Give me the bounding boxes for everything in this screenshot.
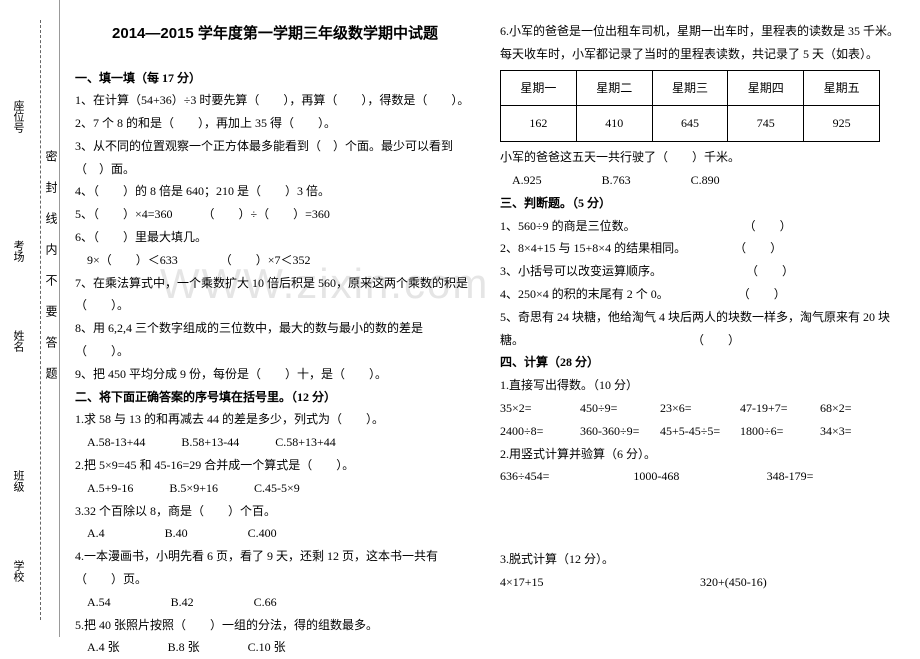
s2-q3: 3.32 个百除以 8，商是（ ）个百。 (75, 500, 475, 523)
calc: 35×2= (500, 397, 580, 420)
left-column: 2014—2015 学年度第一学期三年级数学期中试题 一、填一填（每 17 分）… (75, 20, 475, 659)
s2-q6-after: 小军的爸爸这五天一共行驶了（ ）千米。 (500, 146, 900, 169)
label-class: 班级 (10, 470, 26, 492)
s1-q9: 9、把 450 平均分成 9 份，每份是（ ）十，是（ ）。 (75, 363, 475, 386)
td-fri: 925 (804, 106, 880, 142)
s2-q6: 6.小军的爸爸是一位出租车司机，星期一出车时，里程表的读数是 35 千米。每天收… (500, 20, 900, 66)
s2-q4: 4.一本漫画书，小明先看 6 页，看了 9 天，还剩 12 页，这本书一共有（ … (75, 545, 475, 591)
table-row: 星期一 星期二 星期三 星期四 星期五 (501, 70, 880, 106)
td-wed: 645 (652, 106, 728, 142)
s1-q6b: 9×（ ）＜633 （ ）×7＜352 (75, 249, 475, 272)
calc-row-1: 35×2= 450÷9= 23×6= 47-19+7= 68×2= (500, 397, 900, 420)
tcalc: 4×17+15 (500, 571, 700, 594)
s2-q1-opts: A.58-13+44 B.58+13-44 C.58+13+44 (75, 431, 475, 454)
s1-q1: 1、在计算（54+36）÷3 时要先算（ ），再算（ ），得数是（ ）。 (75, 89, 475, 112)
seal-text: 密 封 线 内 不 要 答 题 (43, 150, 60, 387)
calc-row-2: 2400÷8= 360-360÷9= 45+5-45÷5= 1800÷6= 34… (500, 420, 900, 443)
th-tue: 星期二 (576, 70, 652, 106)
s2-q2-opts: A.5+9-16 B.5×9+16 C.45-5×9 (75, 477, 475, 500)
calc: 45+5-45÷5= (660, 420, 740, 443)
s3-q5: 5、奇思有 24 块糖，他给淘气 4 块后两人的块数一样多，淘气原来有 20 块… (500, 306, 900, 352)
s4-sub1: 1.直接写出得数。（10 分） (500, 374, 900, 397)
exam-title: 2014—2015 学年度第一学期三年级数学期中试题 (75, 20, 475, 49)
s4-sub3: 3.脱式计算（12 分）。 (500, 548, 900, 571)
s2-q4-opts: A.54 B.42 C.66 (75, 591, 475, 614)
section4-head: 四、计算（28 分） (500, 351, 900, 374)
right-column: 6.小军的爸爸是一位出租车司机，星期一出车时，里程表的读数是 35 千米。每天收… (500, 20, 900, 659)
calc: 1800÷6= (740, 420, 820, 443)
s2-q6-opts: A.925 B.763 C.890 (500, 169, 900, 192)
calc: 23×6= (660, 397, 740, 420)
th-mon: 星期一 (501, 70, 577, 106)
s2-q3-opts: A.4 B.40 C.400 (75, 522, 475, 545)
s1-q6: 6、（ ）里最大填几。 (75, 226, 475, 249)
calc: 34×3= (820, 420, 900, 443)
td-tue: 410 (576, 106, 652, 142)
s4-sub2: 2.用竖式计算并验算（6 分）。 (500, 443, 900, 466)
label-name: 姓名 (10, 330, 26, 352)
s1-q5: 5、（ ）×4=360 （ ）÷（ ）=360 (75, 203, 475, 226)
td-mon: 162 (501, 106, 577, 142)
label-school: 学校 (10, 560, 26, 582)
s2-q2: 2.把 5×9=45 和 45-16=29 合并成一个算式是（ ）。 (75, 454, 475, 477)
table-row: 162 410 645 745 925 (501, 106, 880, 142)
section2-head: 二、将下面正确答案的序号填在括号里。（12 分） (75, 386, 475, 409)
calc: 450÷9= (580, 397, 660, 420)
calc: 360-360÷9= (580, 420, 660, 443)
th-fri: 星期五 (804, 70, 880, 106)
s2-q5-opts: A.4 张 B.8 张 C.10 张 (75, 636, 475, 659)
s3-q4: 4、250×4 的积的末尾有 2 个 0。 （ ） (500, 283, 900, 306)
section1-head: 一、填一填（每 17 分） (75, 67, 475, 90)
vcalc: 348-179= (767, 465, 900, 488)
calc: 47-19+7= (740, 397, 820, 420)
seal-line (40, 20, 41, 620)
s3-q1: 1、560÷9 的商是三位数。 （ ） (500, 215, 900, 238)
s1-q7: 7、在乘法算式中，一个乘数扩大 10 倍后积是 560，原来这两个乘数的积是（ … (75, 272, 475, 318)
calc: 2400÷8= (500, 420, 580, 443)
td-thu: 745 (728, 106, 804, 142)
label-examroom: 考场 (10, 240, 26, 262)
vcalc: 636÷454= (500, 465, 633, 488)
s1-q3: 3、从不同的位置观察一个正方体最多能看到（ ）个面。最少可以看到（ ）面。 (75, 135, 475, 181)
s2-q5: 5.把 40 张照片按照（ ）一组的分法，得的组数最多。 (75, 614, 475, 637)
s3-q3: 3、小括号可以改变运算顺序。 （ ） (500, 260, 900, 283)
vertical-calc-row: 636÷454= 1000-468 348-179= (500, 465, 900, 488)
s3-q2: 2、8×4+15 与 15+8×4 的结果相同。 （ ） (500, 237, 900, 260)
tcalc: 320+(450-16) (700, 571, 900, 594)
vcalc: 1000-468 (633, 465, 766, 488)
step-calc-row: 4×17+15 320+(450-16) (500, 571, 900, 594)
binding-edge: 学校 班级 姓名 考场 座位号 密 封 线 内 不 要 答 题 (0, 0, 60, 637)
label-seat: 座位号 (10, 100, 26, 133)
th-wed: 星期三 (652, 70, 728, 106)
page-content: 2014—2015 学年度第一学期三年级数学期中试题 一、填一填（每 17 分）… (75, 20, 905, 659)
s1-q8: 8、用 6,2,4 三个数字组成的三位数中，最大的数与最小的数的差是（ ）。 (75, 317, 475, 363)
s2-q1: 1.求 58 与 13 的和再减去 44 的差是多少，列式为（ ）。 (75, 408, 475, 431)
mileage-table: 星期一 星期二 星期三 星期四 星期五 162 410 645 745 925 (500, 70, 880, 143)
section3-head: 三、判断题。（5 分） (500, 192, 900, 215)
s1-q4: 4、（ ）的 8 倍是 640；210 是（ ）3 倍。 (75, 180, 475, 203)
s1-q2: 2、7 个 8 的和是（ ），再加上 35 得（ ）。 (75, 112, 475, 135)
calc: 68×2= (820, 397, 900, 420)
th-thu: 星期四 (728, 70, 804, 106)
